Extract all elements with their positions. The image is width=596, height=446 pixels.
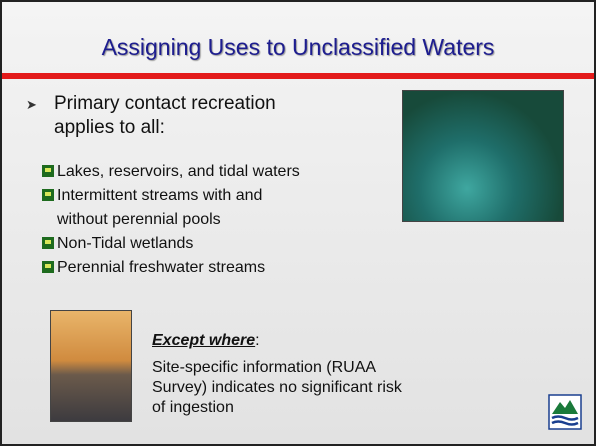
sub-item: Non-Tidal wetlands <box>42 232 372 256</box>
logo <box>548 394 582 430</box>
bullet-icon <box>42 165 54 177</box>
title: Assigning Uses to Unclassified Waters <box>2 34 594 61</box>
exception-text: Site-specific information (RUAA Survey) … <box>152 358 412 418</box>
sub-item: Intermittent streams with and without pe… <box>42 184 372 231</box>
slide: Assigning Uses to Unclassified Waters ➤ … <box>0 0 596 446</box>
sub-item-text: Non-Tidal wetlands <box>57 235 193 252</box>
sub-list: Lakes, reservoirs, and tidal waters Inter… <box>42 160 372 280</box>
sub-item-text: Perennial freshwater streams <box>57 259 265 276</box>
exception-suffix: : <box>255 332 259 349</box>
sub-item: Lakes, reservoirs, and tidal waters <box>42 160 372 184</box>
photo-swimming <box>402 90 564 222</box>
exception-heading: Except where: <box>152 332 260 350</box>
bullet-icon <box>42 189 54 201</box>
bullet-icon <box>42 261 54 273</box>
sub-item-text: Lakes, reservoirs, and tidal waters <box>57 163 300 180</box>
title-rule <box>2 73 594 79</box>
bullet-text: Primary contact recreation applies to al… <box>54 92 284 140</box>
sub-item: Perennial freshwater streams <box>42 256 372 280</box>
bullet-arrow: ➤ <box>26 97 37 113</box>
photo-lake <box>50 310 132 422</box>
sub-item-text: Intermittent streams with and without pe… <box>57 184 277 231</box>
bullet-icon <box>42 237 54 249</box>
exception-label: Except where <box>152 332 255 349</box>
